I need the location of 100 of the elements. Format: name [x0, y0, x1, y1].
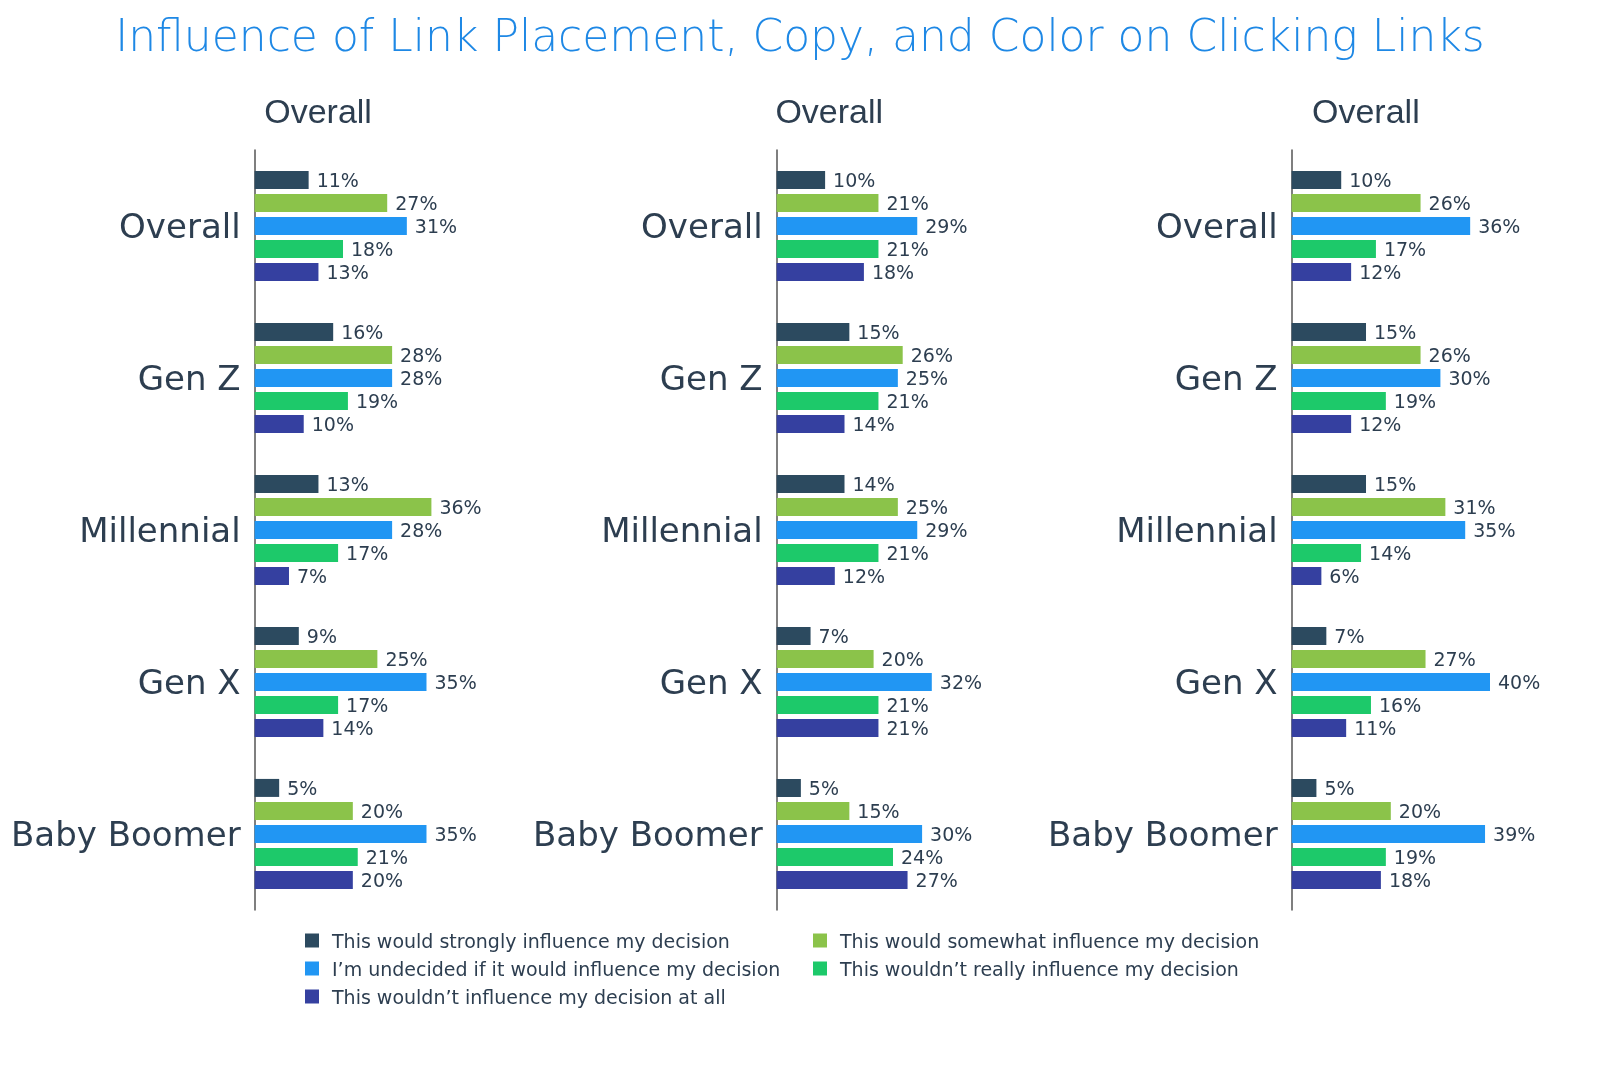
- data-label: 39%: [1493, 823, 1536, 845]
- bar: [254, 673, 427, 691]
- bar: [1291, 415, 1352, 434]
- data-label: 24%: [901, 846, 944, 869]
- data-label: 20%: [881, 647, 924, 670]
- bar: [254, 474, 319, 493]
- bar: [776, 544, 879, 563]
- chart-subtitle: Overall: [775, 92, 884, 130]
- data-label: 5%: [808, 776, 840, 799]
- bar: [776, 263, 864, 282]
- bar: [1291, 217, 1471, 235]
- bar: [254, 392, 348, 411]
- bar: [1291, 240, 1376, 259]
- data-label: 13%: [326, 472, 369, 495]
- y-tick-label: Gen X: [1174, 662, 1278, 702]
- bar: [1291, 871, 1381, 890]
- y-tick-label: Gen X: [659, 662, 763, 702]
- bar: [776, 719, 879, 738]
- bar: [1291, 521, 1466, 539]
- bar: [776, 193, 879, 212]
- data-label: 28%: [400, 343, 443, 366]
- bar: [776, 848, 893, 867]
- y-tick-label: Overall: [119, 206, 241, 246]
- data-label: 26%: [1428, 191, 1471, 214]
- data-label: 19%: [1393, 390, 1437, 413]
- bar: [254, 778, 280, 797]
- bar: [254, 415, 304, 434]
- y-tick-label: Overall: [641, 206, 763, 246]
- bar: [1291, 719, 1347, 738]
- bar: [776, 871, 908, 890]
- data-label: 40%: [1498, 671, 1541, 693]
- bar: [776, 649, 874, 668]
- data-label: 5%: [1324, 776, 1355, 799]
- bar: [1291, 778, 1317, 797]
- y-tick-label: Millennial: [1116, 510, 1278, 550]
- y-tick-label: Millennial: [601, 510, 763, 550]
- data-label: 30%: [930, 823, 973, 845]
- bar: [1291, 825, 1486, 843]
- y-tick-label: Millennial: [79, 510, 241, 550]
- data-label: 10%: [833, 168, 876, 191]
- data-label: 17%: [346, 542, 389, 565]
- bar: [1291, 848, 1386, 867]
- bar: [776, 801, 850, 820]
- data-label: 18%: [871, 261, 915, 284]
- data-label: 21%: [886, 238, 929, 261]
- data-label: 28%: [400, 367, 443, 389]
- bar: [776, 567, 835, 586]
- bar: [254, 217, 407, 235]
- data-label: 29%: [925, 519, 968, 541]
- data-label: 21%: [886, 542, 929, 565]
- bar: [1291, 392, 1386, 411]
- data-label: 26%: [1428, 343, 1471, 366]
- y-tick-label: Baby Boomer: [1047, 814, 1278, 854]
- y-tick-label: Baby Boomer: [532, 814, 763, 854]
- data-label: 29%: [925, 215, 968, 237]
- legend-label: This would strongly influence my decision: [331, 929, 730, 952]
- bar: [776, 217, 918, 235]
- data-label: 27%: [915, 869, 958, 892]
- bar: [1291, 263, 1352, 282]
- bar: [254, 193, 388, 212]
- chart-subtitle: Overall: [264, 92, 372, 130]
- data-label: 35%: [1473, 519, 1516, 541]
- data-label: 21%: [886, 390, 929, 413]
- data-label: 16%: [341, 320, 384, 343]
- data-label: 15%: [1374, 472, 1417, 495]
- data-label: 15%: [857, 320, 900, 343]
- data-label: 35%: [434, 823, 477, 845]
- data-label: 14%: [331, 717, 374, 740]
- bar: [1291, 801, 1391, 820]
- data-label: 26%: [910, 343, 953, 366]
- data-label: 21%: [886, 717, 929, 740]
- y-tick-label: Overall: [1156, 206, 1278, 246]
- bar: [776, 778, 801, 797]
- legend-label: I’m undecided if it would influence my decision: [332, 957, 781, 980]
- bar: [776, 345, 903, 364]
- data-label: 12%: [1359, 261, 1402, 284]
- y-tick-label: Gen X: [137, 662, 241, 702]
- data-label: 30%: [1448, 367, 1491, 389]
- data-label: 10%: [311, 413, 354, 436]
- y-tick-label: Gen Z: [659, 358, 763, 398]
- data-label: 9%: [306, 624, 337, 647]
- y-tick-label: Baby Boomer: [10, 814, 241, 854]
- data-label: 35%: [434, 671, 477, 693]
- legend-label: This wouldn’t influence my decision at all: [331, 985, 726, 1008]
- bar: [254, 369, 393, 387]
- data-label: 36%: [439, 495, 482, 518]
- data-label: 11%: [316, 168, 359, 191]
- data-label: 5%: [287, 776, 318, 799]
- data-label: 15%: [1374, 320, 1417, 343]
- data-label: 16%: [1378, 694, 1422, 717]
- data-label: 20%: [360, 799, 404, 822]
- data-label: 27%: [395, 191, 438, 214]
- bar: [1291, 193, 1421, 212]
- bar: [1291, 544, 1362, 563]
- bar: [254, 696, 339, 715]
- bar: [254, 521, 393, 539]
- data-label: 12%: [842, 565, 886, 588]
- data-label: 21%: [886, 191, 929, 214]
- bar: [1291, 322, 1367, 341]
- bar: [776, 322, 850, 341]
